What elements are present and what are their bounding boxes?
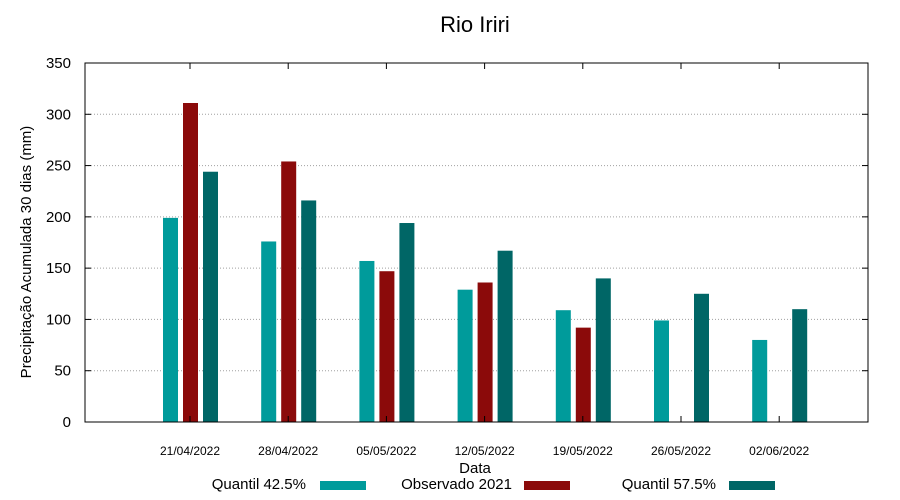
bar (694, 293, 709, 422)
bar (555, 310, 571, 422)
bars (163, 103, 808, 422)
chart-title: Rio Iriri (440, 12, 510, 37)
y-tick-label: 50 (54, 363, 71, 380)
legend: Quantil 42.5% Observado 2021 Quantil 57.5% (212, 476, 775, 493)
x-tick-label: 02/06/2022 (749, 444, 809, 458)
y-axis-ticks: 0 50 100 150 200 250 300 350 (46, 55, 868, 431)
bar (654, 320, 669, 422)
bar (183, 103, 198, 422)
y-tick-label: 0 (63, 414, 71, 431)
x-tick-label: 21/04/2022 (160, 444, 220, 458)
legend-swatch (320, 481, 366, 490)
y-tick-label: 100 (46, 311, 71, 328)
legend-swatch (524, 481, 570, 490)
bar (359, 260, 375, 422)
bar (595, 278, 611, 422)
x-tick-label: 28/04/2022 (258, 444, 318, 458)
y-tick-label: 300 (46, 106, 71, 123)
bar (497, 250, 513, 422)
y-tick-label: 150 (46, 260, 71, 277)
legend-label: Quantil 57.5% (622, 476, 716, 493)
bar (163, 217, 178, 422)
x-axis-ticks: 21/04/2022 28/04/2022 05/05/2022 12/05/2022… (160, 63, 810, 458)
y-tick-label: 200 (46, 209, 71, 226)
legend-swatch (729, 481, 775, 490)
bar (575, 327, 591, 422)
bar (477, 282, 493, 422)
bar (792, 309, 808, 422)
bar (752, 339, 768, 422)
x-tick-label: 19/05/2022 (553, 444, 613, 458)
y-tick-label: 350 (46, 55, 71, 72)
bar (203, 171, 218, 422)
bar (301, 200, 317, 422)
legend-label: Observado 2021 (401, 476, 512, 493)
bar (261, 241, 277, 422)
grid-lines (85, 113, 868, 372)
bar (457, 289, 473, 422)
x-tick-label: 12/05/2022 (455, 444, 515, 458)
plot-area-frame (84, 62, 869, 423)
x-axis-label: Data (459, 460, 491, 477)
bar (379, 271, 395, 422)
bar (281, 161, 297, 422)
y-axis-label: Precipitação Acumulada 30 dias (mm) (18, 126, 35, 379)
legend-label: Quantil 42.5% (212, 476, 306, 493)
y-tick-label: 250 (46, 158, 71, 175)
x-tick-label: 05/05/2022 (356, 444, 416, 458)
bar (399, 223, 415, 422)
x-tick-label: 26/05/2022 (651, 444, 711, 458)
